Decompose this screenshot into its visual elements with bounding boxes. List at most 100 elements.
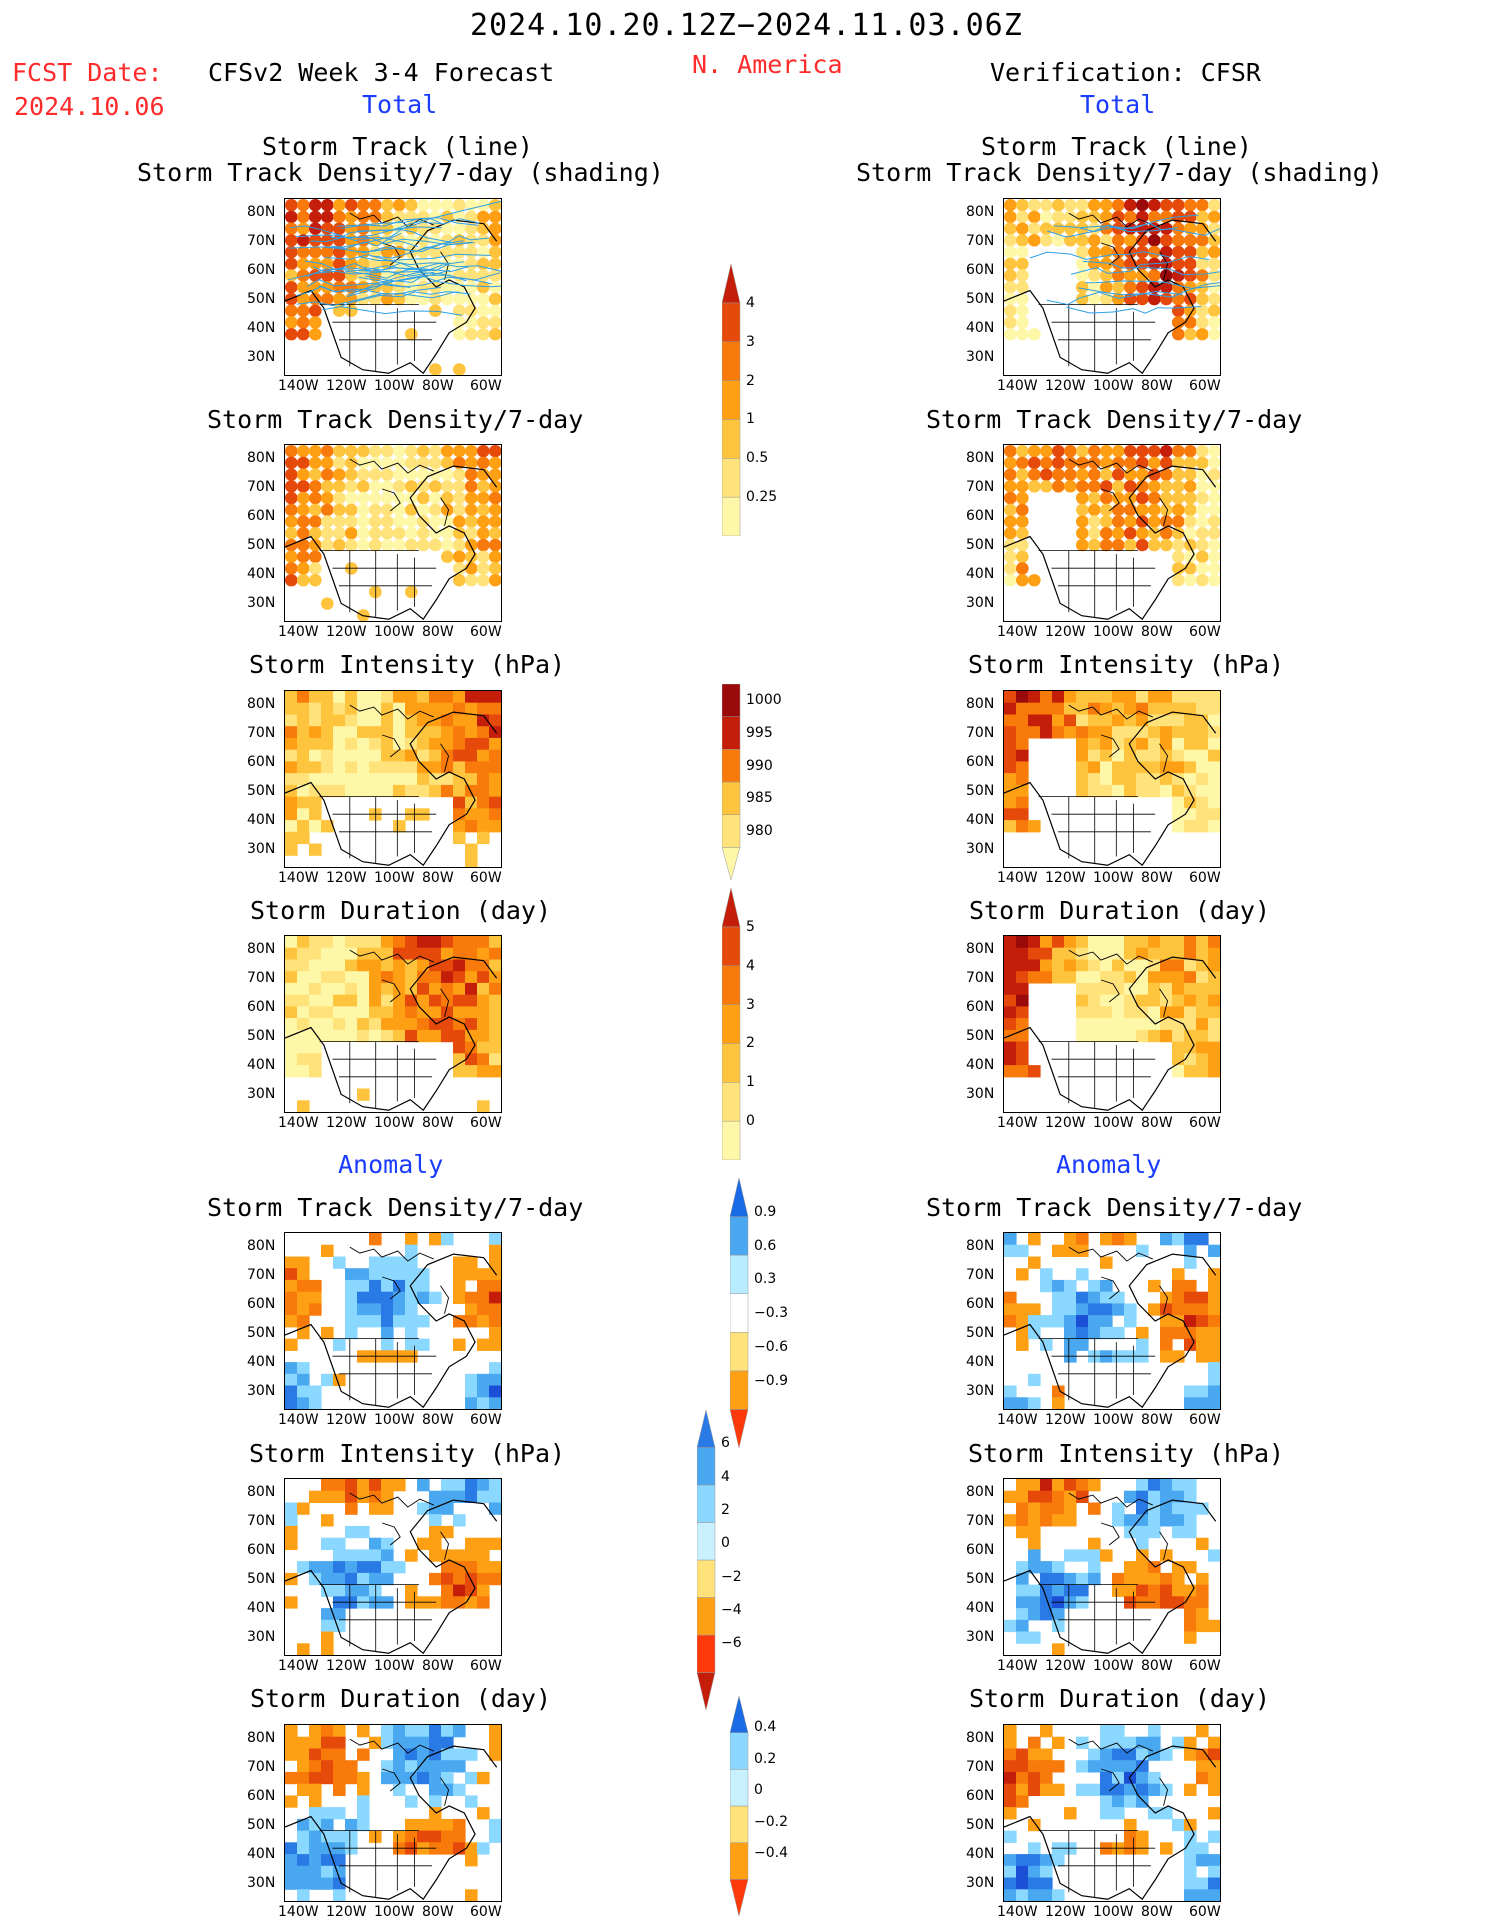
shade-cell xyxy=(333,959,346,972)
shade-cell xyxy=(1184,1385,1197,1398)
shade-cell xyxy=(345,1326,358,1340)
shade-cell xyxy=(321,784,334,798)
shade-cell xyxy=(369,784,382,798)
shade-cell xyxy=(1208,445,1220,458)
shade-cell xyxy=(1076,210,1089,223)
shade-cell xyxy=(1004,994,1017,1007)
shade-cell xyxy=(297,1373,310,1387)
shade-cell xyxy=(1076,714,1089,727)
shade-cell xyxy=(1136,936,1149,949)
shade-cell xyxy=(297,1854,310,1867)
shade-cell xyxy=(333,761,346,774)
shade-cell xyxy=(1172,1326,1185,1340)
shade-cell xyxy=(1028,1490,1041,1503)
colorbar-segment xyxy=(730,1178,749,1217)
left-anom-density-map xyxy=(284,1232,502,1410)
shade-cell xyxy=(393,210,406,223)
shade-cell xyxy=(1208,1326,1220,1340)
shade-cell xyxy=(441,491,454,505)
lat-tick-label: 70N xyxy=(966,970,995,986)
colorbar-label: 3 xyxy=(746,996,755,1013)
shade-cell xyxy=(417,971,430,984)
shade-cell xyxy=(297,222,310,235)
shade-cell xyxy=(297,1326,310,1340)
shade-cell xyxy=(1196,702,1209,715)
shade-cell xyxy=(465,257,478,270)
storm-track-line xyxy=(318,274,467,292)
shade-cell xyxy=(477,936,490,949)
shade-cell xyxy=(453,1041,466,1054)
shade-cell xyxy=(393,784,406,798)
shade-cell xyxy=(1196,468,1209,481)
shade-cell xyxy=(1136,199,1149,212)
anom-intensity-colorbar xyxy=(697,1410,716,1710)
shade-cell xyxy=(1160,702,1173,715)
state-borders xyxy=(319,304,437,372)
shade-cell xyxy=(309,959,322,972)
shade-cell xyxy=(1004,1041,1017,1054)
right-total-label: Total xyxy=(1080,90,1156,119)
shade-cell xyxy=(1136,982,1149,996)
shade-cell xyxy=(429,1572,442,1586)
lat-tick-label: 70N xyxy=(247,479,276,495)
shade-cell xyxy=(1184,574,1197,587)
shade-cell xyxy=(333,292,346,306)
shade-cell xyxy=(1064,714,1077,727)
shade-cell xyxy=(321,737,334,751)
shade-cell xyxy=(357,737,370,751)
shade-cell xyxy=(1148,773,1161,786)
shade-cell xyxy=(1136,1525,1149,1539)
shade-cell xyxy=(345,281,358,294)
shade-cell xyxy=(1112,1233,1125,1246)
shade-cell xyxy=(1112,691,1125,704)
shade-cell xyxy=(1208,1065,1220,1078)
shade-cell xyxy=(477,316,490,329)
arctic-coastline xyxy=(1068,1246,1169,1314)
shade-cell xyxy=(345,515,358,528)
shade-cell xyxy=(1148,1018,1161,1031)
shade-cell xyxy=(453,292,466,306)
shade-cell xyxy=(1112,714,1125,727)
lon-tick-label: 100W xyxy=(374,1904,415,1920)
shade-cell xyxy=(297,503,310,516)
shade-cell xyxy=(441,947,454,960)
colorbar-label: 2 xyxy=(746,1035,755,1052)
shade-cell xyxy=(369,1018,382,1031)
lat-tick-label: 30N xyxy=(966,1629,995,1645)
shade-cell xyxy=(333,982,346,996)
shade-cell xyxy=(1208,257,1220,270)
shade-cell xyxy=(345,292,358,306)
storm-track-line xyxy=(1047,222,1178,238)
shade-cell xyxy=(417,1479,430,1492)
shade-cell xyxy=(333,1865,346,1879)
shade-cell xyxy=(309,1572,322,1586)
lon-tick-label: 60W xyxy=(1189,1658,1221,1674)
shade-cell xyxy=(309,1018,322,1031)
shade-cell xyxy=(1112,1725,1125,1738)
shade-cell xyxy=(405,1279,418,1293)
shade-cell xyxy=(285,316,298,329)
shade-cell xyxy=(477,749,490,762)
shade-cell xyxy=(489,445,501,458)
shade-cell xyxy=(285,1373,298,1387)
shade-cell xyxy=(1052,1514,1065,1527)
shade-cell xyxy=(1076,971,1089,984)
shade-cell xyxy=(1172,820,1185,833)
shade-cell xyxy=(1016,328,1029,341)
colorbar-label: 995 xyxy=(746,725,773,741)
shade-cell xyxy=(285,445,298,458)
shade-cell xyxy=(381,714,394,727)
shade-cell xyxy=(309,749,322,762)
shade-cell xyxy=(1004,1619,1017,1633)
shade-cell xyxy=(1112,1303,1125,1316)
shade-cell xyxy=(453,1584,466,1597)
shade-cell xyxy=(1124,480,1137,493)
shade-cell xyxy=(1088,503,1101,516)
shade-cell xyxy=(489,737,501,751)
shade-cell xyxy=(369,1268,382,1281)
shade-cell xyxy=(489,1502,501,1515)
shade-cell xyxy=(429,480,442,493)
right-density-map xyxy=(1003,444,1221,622)
shade-cell xyxy=(1016,468,1029,481)
shade-cell xyxy=(1004,1397,1017,1409)
